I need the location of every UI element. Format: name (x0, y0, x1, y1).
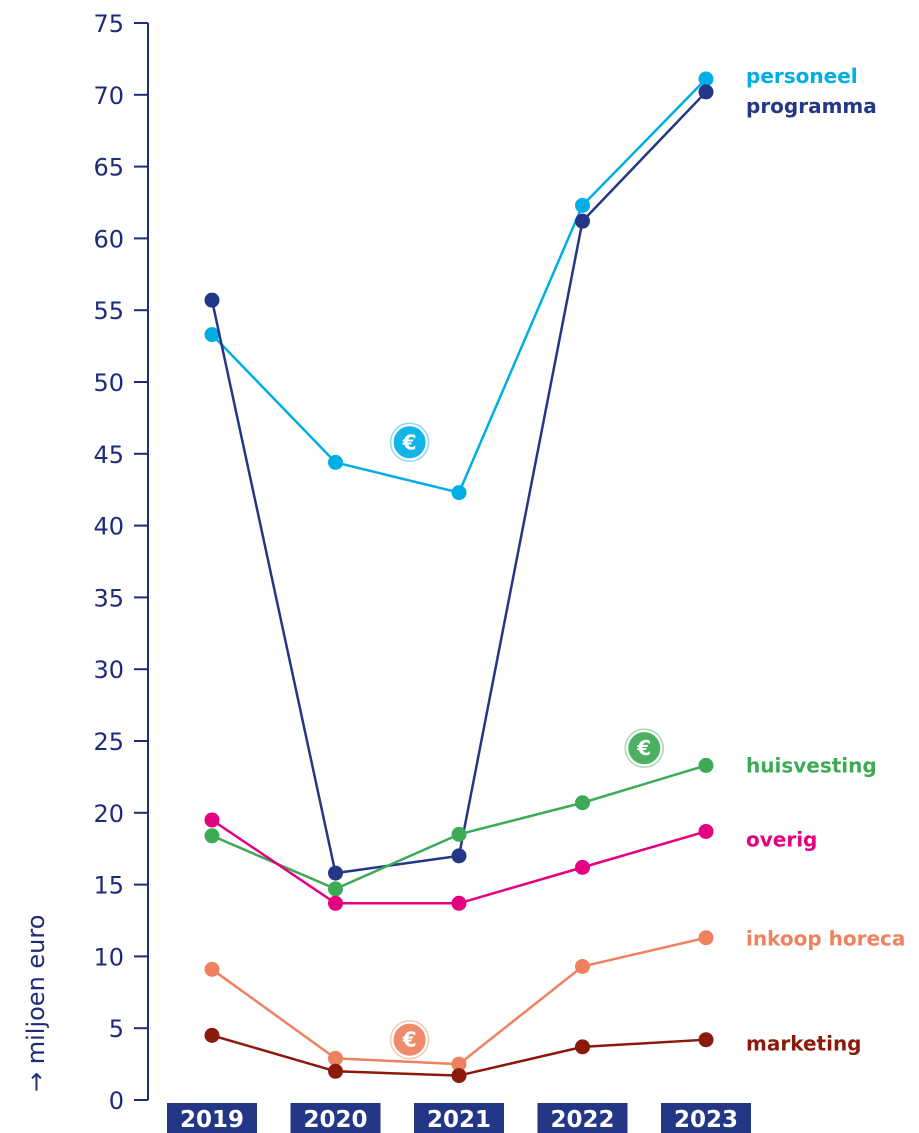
euro-icon-circle (626, 730, 663, 767)
data-point (328, 895, 343, 911)
y-tick-label: 20 (93, 800, 124, 828)
series-label: huisvesting (746, 753, 877, 777)
data-point (204, 327, 220, 343)
euro-icon-ring (389, 1019, 430, 1060)
data-point (204, 812, 220, 828)
x-category-box (661, 1103, 751, 1133)
data-point (328, 881, 343, 897)
series-huisvesting (204, 757, 714, 897)
data-point (328, 1050, 343, 1066)
y-tick-label: 15 (93, 872, 124, 900)
y-tick-label: 70 (93, 82, 124, 110)
euro-icon-circle (391, 424, 428, 461)
euro-glyph: € (402, 1028, 417, 1052)
series-inkoop-horeca (204, 930, 714, 1072)
x-category-box (414, 1103, 504, 1133)
series-label: inkoop horeca (746, 927, 905, 951)
data-point (698, 84, 714, 100)
y-tick-label: 25 (93, 728, 124, 756)
data-point (575, 197, 590, 213)
data-point (328, 865, 343, 881)
data-point (204, 828, 220, 844)
series-personeel (204, 71, 714, 501)
euro-icon: € (624, 728, 664, 768)
data-point (204, 292, 220, 308)
data-point (204, 961, 220, 977)
x-tick-label: 2019 (180, 1107, 244, 1133)
data-point (698, 71, 714, 87)
x-category-box (537, 1103, 628, 1133)
series-label: personeel (746, 64, 858, 88)
euro-icon-ring (624, 728, 664, 768)
series-label: overig (746, 827, 817, 851)
series-marketing (204, 1027, 714, 1084)
data-point (575, 958, 590, 974)
y-axis: 0 5 10 15 20 25 30 35 40 45 50 55 60 65 70 75 (93, 10, 149, 1115)
series-label: marketing (746, 1032, 862, 1056)
y-tick-label: 35 (93, 584, 124, 612)
y-tick-label: 75 (93, 10, 124, 38)
y-axis-label: → miljoen euro (22, 915, 50, 1092)
y-tick-label: 65 (93, 154, 124, 182)
data-point (575, 859, 590, 875)
y-tick-label: 0 (109, 1087, 124, 1115)
x-tick-label: 2022 (550, 1107, 614, 1133)
data-point (698, 823, 714, 839)
x-tick-label: 2023 (674, 1107, 738, 1133)
y-tick-label: 45 (93, 441, 124, 469)
data-point (575, 795, 590, 811)
series-programma (204, 84, 714, 881)
euro-icon-circle (391, 1021, 428, 1058)
x-axis: 2019 2020 2021 2022 2023 (167, 1103, 751, 1133)
x-category-box (290, 1103, 381, 1133)
annotation-layer: € € € (389, 422, 664, 1060)
y-tick-label: 40 (93, 513, 124, 541)
data-point (698, 757, 714, 773)
x-tick-label: 2021 (427, 1107, 491, 1133)
data-point (451, 826, 467, 842)
y-tick-label: 10 (93, 943, 124, 971)
series-layer: personeel programma huisvesting overig inkoo… (204, 64, 905, 1084)
data-point (451, 1068, 467, 1084)
data-point (451, 848, 467, 864)
x-category-box (167, 1103, 257, 1133)
y-tick-label: 30 (93, 656, 124, 684)
data-point (328, 1063, 343, 1079)
y-tick-label: 5 (109, 1015, 124, 1043)
euro-icon-ring (389, 422, 430, 463)
data-point (451, 895, 467, 911)
y-tick-label: 55 (93, 297, 124, 325)
data-point (451, 1056, 467, 1072)
euro-icon: € (389, 422, 430, 463)
y-tick-label: 50 (93, 369, 124, 397)
data-point (698, 930, 714, 946)
euro-icon: € (389, 1019, 430, 1060)
data-point (451, 485, 467, 501)
y-tick-label: 60 (93, 225, 124, 253)
euro-glyph: € (636, 736, 651, 760)
x-tick-label: 2020 (303, 1107, 367, 1133)
series-overig (204, 812, 714, 911)
data-point (328, 454, 343, 470)
data-point (575, 1039, 590, 1055)
series-line (211, 78, 707, 494)
data-point (204, 1027, 220, 1043)
data-point (698, 1032, 714, 1048)
data-point (575, 213, 590, 229)
euro-glyph: € (402, 430, 417, 454)
series-label: programma (746, 94, 877, 118)
